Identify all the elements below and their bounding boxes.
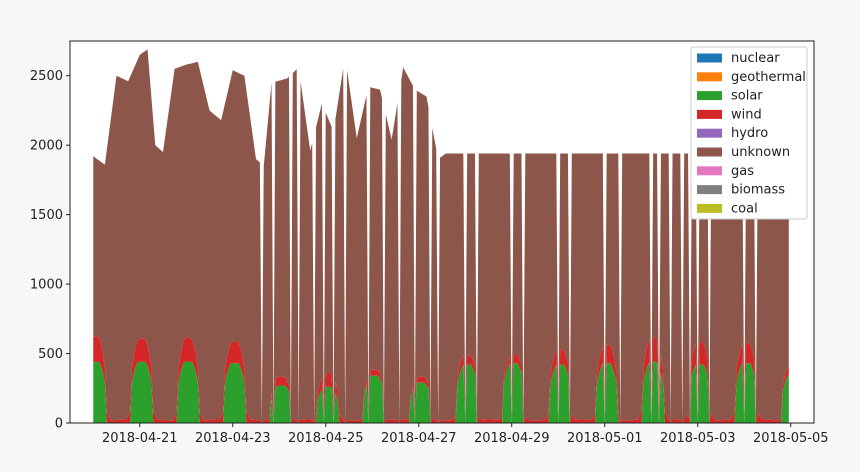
x-axis: 2018-04-21 2018-04-23 2018-04-25 2018-04-27…: [102, 423, 829, 446]
legend-label-coal: coal: [731, 201, 758, 216]
legend-label-nuclear: nuclear: [731, 51, 780, 66]
y-tick-label: 2000: [30, 139, 63, 154]
x-tick-label: 2018-05-01: [567, 431, 643, 446]
legend-swatch-biomass: [697, 185, 722, 195]
y-tick-label: 0: [55, 417, 63, 432]
legend: nuclear geothermal solar wind hydro unknown ga…: [690, 46, 808, 220]
legend-swatch-solar: [697, 91, 722, 101]
x-tick-label: 2018-05-03: [660, 431, 736, 446]
x-tick-label: 2018-04-29: [474, 431, 550, 446]
legend-label-gas: gas: [731, 164, 754, 179]
y-axis: 0 500 1000 1500 2000 2500: [30, 69, 70, 432]
y-tick-label: 1000: [30, 278, 63, 293]
x-tick-label: 2018-04-21: [102, 431, 178, 446]
x-tick-label: 2018-04-27: [381, 431, 457, 446]
legend-swatch-nuclear: [697, 53, 722, 63]
legend-label-biomass: biomass: [731, 183, 785, 198]
legend-label-unknown: unknown: [731, 145, 790, 160]
plot-frame: [69, 40, 815, 424]
y-tick-label: 2500: [30, 69, 63, 84]
x-tick-label: 2018-04-25: [288, 431, 364, 446]
legend-swatch-wind: [697, 109, 722, 119]
plot-area: [69, 40, 815, 424]
legend-label-geothermal: geothermal: [731, 70, 806, 85]
legend-label-wind: wind: [731, 107, 762, 122]
y-tick-label: 1500: [30, 208, 63, 223]
legend-box: [690, 46, 808, 220]
y-tick-label: 500: [38, 347, 63, 362]
legend-label-solar: solar: [731, 89, 763, 104]
x-tick-label: 2018-04-23: [195, 431, 271, 446]
legend-label-hydro: hydro: [731, 126, 768, 141]
series-areas: [93, 49, 789, 423]
legend-swatch-gas: [697, 166, 722, 176]
legend-swatch-hydro: [697, 128, 722, 138]
series-area-solar: [93, 361, 789, 423]
legend-swatch-unknown: [697, 147, 722, 157]
legend-swatch-coal: [697, 203, 722, 213]
series-area-unknown: [93, 49, 789, 423]
legend-swatch-geothermal: [697, 72, 722, 82]
x-tick-label: 2018-05-05: [753, 431, 829, 446]
